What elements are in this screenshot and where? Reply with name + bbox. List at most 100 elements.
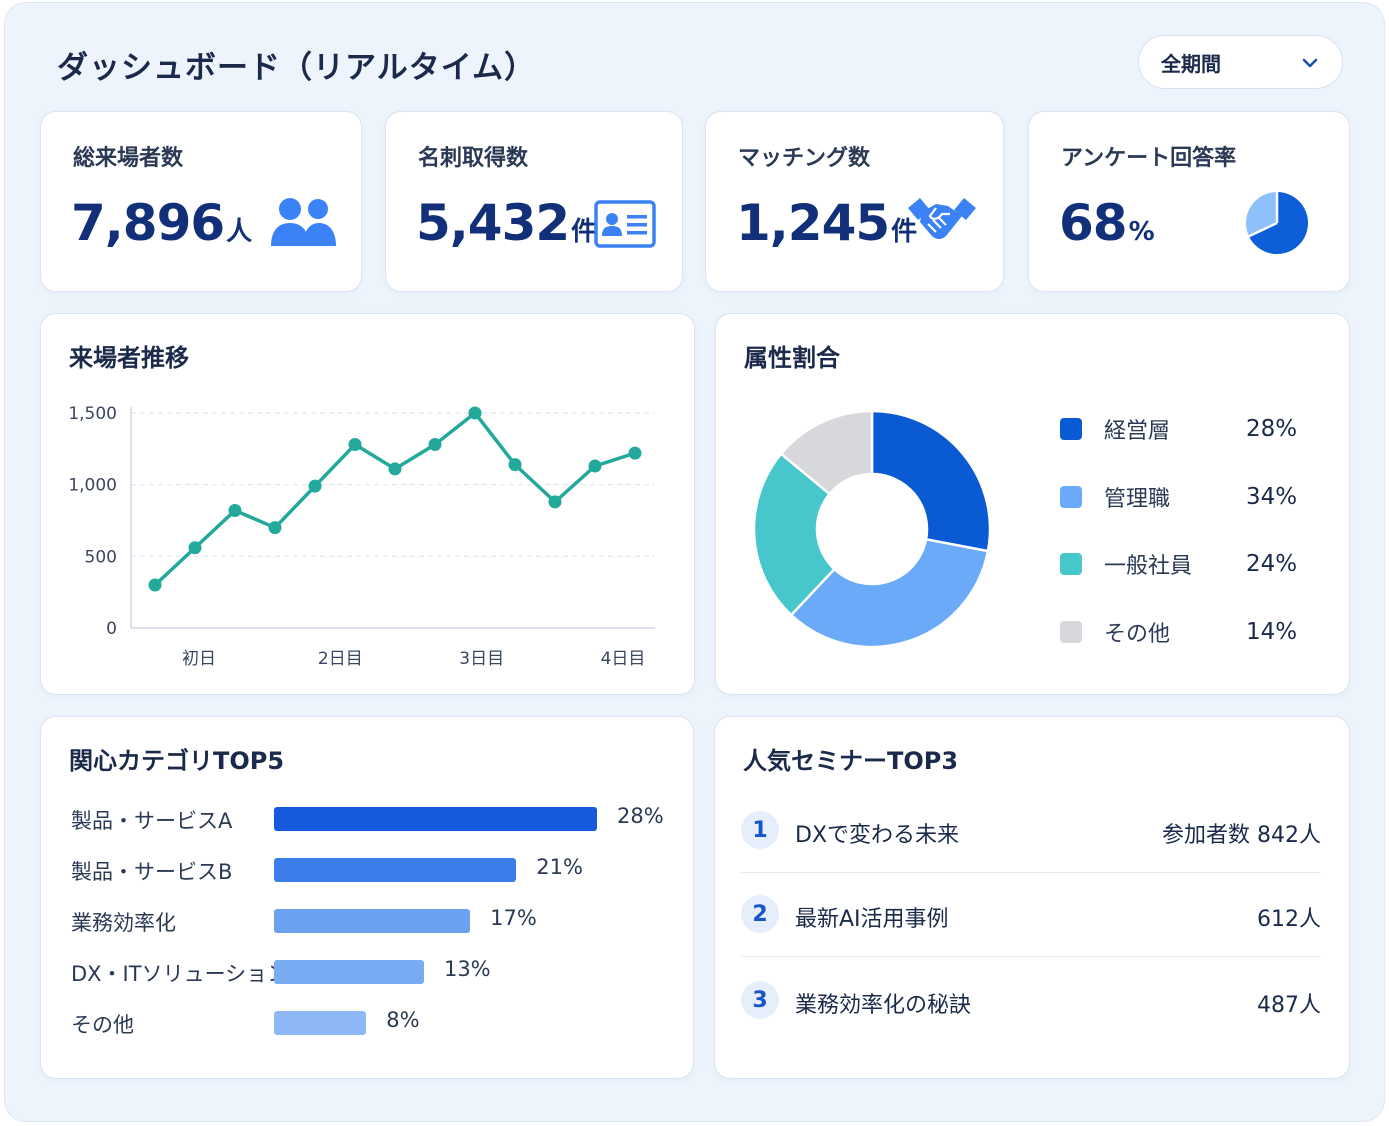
legend-value: 24% [1246,551,1298,577]
seminar-title: 最新AI活用事例 [795,907,949,932]
donut-slice [789,537,990,649]
donut-slice [870,409,992,553]
seminar-top3-panel: 人気セミナーTOP3 1 DXで変わる未来 参加者数 842人 2 最新AI活用… [714,716,1350,1079]
category-value: 8% [386,1008,420,1032]
y-tick-label: 1,000 [68,476,117,496]
handshake-icon [908,198,976,239]
kpi-card-visitors: 総来場者数 7,896人 [40,111,362,292]
data-point [628,446,642,460]
section-title: 来場者推移 [69,344,189,372]
x-tick-label: 3日目 [459,649,504,669]
page-title: ダッシュボード（リアルタイム） [57,50,537,86]
attribute-ratio-panel: 属性割合 経営層 28% 管理職 34% 一般社員 24% その他 14% [715,313,1350,695]
category-label: DX・ITソリューション [71,962,289,986]
category-label: 製品・サービスA [71,809,233,833]
legend-item: 経営層 28% [1060,414,1300,444]
y-tick-label: 0 [106,619,117,639]
data-point [428,438,442,452]
kpi-label: 総来場者数 [73,146,184,171]
period-dropdown-label: 全期間 [1161,51,1221,76]
category-bar [274,858,517,882]
legend-swatch [1060,486,1082,508]
kpi-value: 68% [1059,194,1155,252]
visitor-trend-panel: 来場者推移 0 500 1,000 1,500 初日 2日目 3日目 4日目 [40,313,695,695]
pie-icon-filled [1248,192,1308,254]
seminar-rank: 2 [741,895,779,933]
seminar-title: 業務効率化の秘訣 [795,993,972,1018]
data-point [588,459,602,473]
category-bar [274,807,597,831]
kpi-label: アンケート回答率 [1061,146,1237,171]
kpi-unit: % [1128,217,1155,247]
section-title: 関心カテゴリTOP5 [69,747,285,775]
kpi-label: マッチング数 [738,146,871,171]
legend-swatch [1060,418,1082,440]
x-tick-label: 4日目 [601,649,646,669]
category-value: 13% [443,957,491,981]
legend-swatch [1060,621,1082,643]
category-value: 28% [617,804,664,828]
category-value: 17% [490,906,537,930]
period-dropdown[interactable]: 全期間 [1138,35,1343,89]
legend-swatch [1060,553,1082,575]
category-label: その他 [71,1013,134,1037]
data-point [468,406,482,420]
series-line [153,411,636,587]
data-point [268,521,282,535]
y-tick-label: 1,500 [68,404,117,424]
category-bar [274,909,471,933]
kpi-card-matching: マッチング数 1,245件 [705,111,1004,292]
data-point [508,458,522,472]
seminar-rank: 3 [741,981,779,1019]
category-label: 業務効率化 [71,911,176,935]
data-point [228,503,242,517]
x-tick-label: 初日 [182,649,216,669]
legend-item: 管理職 34% [1060,482,1300,512]
seminar-attendees: 612人 [1257,907,1321,932]
data-point [348,438,362,452]
attribute-donut-chart [752,409,992,649]
kpi-unit: 件 [891,217,918,247]
kpi-label: 名刺取得数 [418,146,529,171]
seminar-row[interactable]: 1 DXで変わる未来 参加者数 842人 [741,789,1321,873]
people-icon [271,198,336,246]
donut-slice [752,452,837,617]
legend-label: 管理職 [1104,487,1171,512]
interest-top5-panel: 関心カテゴリTOP5 製品・サービスA 28% 製品・サービスB 21% 業務効率化 17… [40,716,694,1079]
seminar-rank: 1 [741,811,779,849]
seminar-attendees: 参加者数 842人 [1162,823,1321,848]
divider [741,955,1321,957]
kpi-card-survey: アンケート回答率 68% [1028,111,1350,292]
data-point [308,479,322,493]
kpi-card-business-cards: 名刺取得数 5,432件 [385,111,683,292]
seminar-attendees: 487人 [1257,993,1321,1018]
section-title: 人気セミナーTOP3 [743,747,959,775]
data-point [548,495,562,509]
seminar-row[interactable]: 3 業務効率化の秘訣 487人 [741,959,1321,1043]
data-point [388,462,402,476]
kpi-value: 5,432件 [416,194,598,252]
divider [741,871,1321,873]
category-bar [274,1011,367,1035]
seminar-row[interactable]: 2 最新AI活用事例 612人 [741,873,1321,957]
business-card-icon [594,200,656,248]
pie-icon-divider [1248,221,1278,238]
category-value: 21% [536,855,583,879]
section-title: 属性割合 [744,344,840,372]
legend-label: 経営層 [1104,419,1171,444]
legend-label: その他 [1104,622,1171,647]
legend-value: 28% [1246,416,1298,442]
visitor-trend-chart: 0 500 1,000 1,500 初日 2日目 3日目 4日目 [68,404,655,669]
chevron-down-icon [1302,58,1318,68]
kpi-value: 1,245件 [736,194,918,252]
seminar-title: DXで変わる未来 [795,823,960,848]
legend-item: 一般社員 24% [1060,549,1300,579]
data-point [148,578,162,592]
y-tick-label: 500 [85,547,117,567]
category-label: 製品・サービスB [71,860,233,884]
legend-label: 一般社員 [1104,554,1193,579]
pie-chart-icon [1246,192,1308,254]
legend-value: 34% [1246,484,1298,510]
kpi-value: 7,896人 [71,194,253,252]
x-tick-label: 2日目 [318,649,363,669]
